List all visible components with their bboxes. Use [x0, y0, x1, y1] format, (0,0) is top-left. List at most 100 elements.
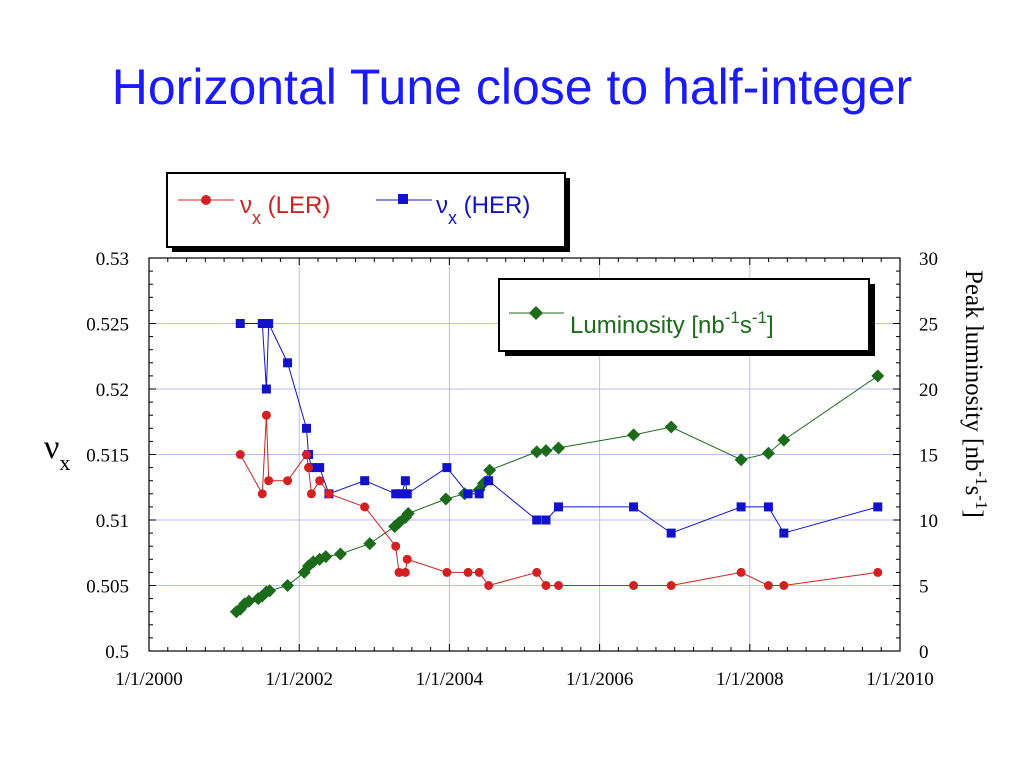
y-right-tick-label: 5	[919, 577, 929, 598]
lum-data-point	[761, 446, 775, 460]
legend-ler-label: νx (LER)	[240, 192, 330, 228]
lum-data-point	[539, 444, 553, 458]
ler-data-point	[304, 463, 314, 473]
ler-data-point	[463, 567, 473, 577]
ler-data-point	[324, 489, 334, 499]
x-tick-label: 1/1/2010	[866, 669, 934, 690]
ler-data-point	[261, 410, 271, 420]
her-data-point	[873, 502, 883, 512]
her-data-point	[283, 358, 293, 368]
y-right-tick-label: 0	[919, 642, 929, 663]
luminosity-legend: Luminosity [nb-1s-1]	[498, 278, 875, 356]
y-right-tick-label: 15	[919, 446, 938, 467]
her-series-line	[240, 323, 878, 534]
her-data-point	[554, 502, 564, 512]
y-right-tick-label: 30	[919, 249, 938, 270]
ler-data-point	[301, 450, 311, 459]
lum-data-point	[263, 584, 277, 598]
y-right-tick-label: 20	[919, 380, 938, 401]
ler-data-point	[736, 567, 746, 577]
her-data-point	[397, 489, 407, 499]
ler-series-line	[239, 415, 878, 587]
her-data-point	[315, 463, 325, 473]
ler-data-point	[629, 581, 639, 590]
her-data-point	[402, 489, 412, 499]
legend-lum-marker	[529, 306, 543, 320]
y-right-tick-label: 10	[919, 511, 938, 532]
plot-frame	[148, 257, 901, 652]
x-tick-label: 1/1/2006	[566, 669, 634, 690]
her-data-point	[360, 476, 370, 486]
lum-data-point	[281, 579, 295, 592]
lum-legend-box	[498, 278, 870, 352]
her-data-point	[532, 515, 542, 525]
lum-data-point	[664, 420, 678, 434]
her-data-point	[391, 489, 401, 499]
axis-ticks	[148, 257, 901, 652]
lum-data-point	[552, 441, 566, 455]
ler-data-point	[873, 567, 883, 577]
lum-data-point	[627, 428, 641, 442]
x-tick-label: 1/1/2000	[115, 669, 183, 690]
ler-data-point	[666, 581, 676, 590]
x-tick-label: 1/1/2004	[416, 669, 484, 690]
legend-her-marker	[398, 194, 408, 204]
slide-title: Horizontal Tune close to half-integer	[111, 59, 913, 115]
her-data-point	[484, 476, 494, 486]
ler-data-point	[360, 502, 370, 512]
ler-data-point	[402, 554, 412, 564]
ler-data-point	[235, 450, 245, 459]
series-ler	[235, 410, 883, 590]
tune-legend: νx (LER) νx (HER)	[166, 172, 570, 252]
ler-data-point	[315, 476, 325, 486]
y-left-tick-label: 0.525	[86, 315, 129, 336]
legend-lum-label: Luminosity [nb-1s-1]	[570, 308, 774, 339]
ler-data-point	[763, 581, 773, 590]
x-tick-label: 1/1/2002	[265, 669, 333, 690]
her-data-point	[736, 502, 746, 512]
lum-data-point	[439, 492, 453, 506]
tick-labels: 1/1/2000 1/1/2002 1/1/2004 1/1/2006 1/1/2008…	[86, 249, 938, 690]
her-data-point	[235, 319, 245, 328]
ler-data-point	[554, 581, 564, 590]
lum-data-point	[333, 547, 347, 561]
her-data-point	[257, 319, 267, 328]
lum-data-point	[483, 463, 497, 477]
her-data-point	[442, 463, 452, 473]
lum-data-point	[363, 537, 377, 551]
y-left-tick-label: 0.51	[96, 511, 129, 532]
her-data-point	[261, 384, 271, 394]
y-axis-left-title: νx	[44, 429, 70, 475]
ler-data-point	[541, 581, 551, 590]
ler-data-point	[779, 581, 789, 590]
y-left-tick-label: 0.5	[105, 642, 129, 663]
her-data-point	[779, 528, 789, 538]
y-left-tick-label: 0.53	[96, 249, 129, 270]
lum-data-point	[777, 433, 791, 447]
ler-data-point	[264, 476, 274, 486]
her-data-point	[763, 502, 773, 512]
legend-ler-marker	[201, 195, 211, 205]
y-left-tick-label: 0.505	[86, 577, 129, 598]
lum-data-point	[319, 550, 333, 564]
her-data-point	[666, 528, 676, 538]
ler-data-point	[484, 581, 494, 590]
her-data-point	[400, 476, 410, 486]
ler-data-point	[474, 567, 484, 577]
her-data-point	[463, 489, 473, 499]
ler-data-point	[400, 567, 410, 577]
lum-data-point	[530, 445, 544, 459]
ler-data-point	[391, 541, 401, 551]
her-data-point	[474, 489, 484, 499]
y-right-tick-label: 25	[919, 315, 938, 336]
her-data-point	[301, 423, 311, 433]
lum-data-point	[871, 369, 885, 383]
ler-data-point	[283, 476, 293, 486]
lum-data-point	[242, 594, 256, 608]
ler-data-point	[257, 489, 267, 499]
ler-data-point	[394, 567, 404, 577]
series-her	[235, 319, 883, 538]
legend-her-label: νx (HER)	[436, 192, 530, 228]
ler-data-point	[306, 489, 316, 499]
